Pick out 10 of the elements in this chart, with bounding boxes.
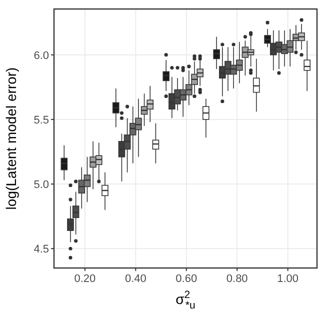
x-tick-label: 0.80 <box>226 273 248 285</box>
x-tick-label: 0.20 <box>74 273 96 285</box>
x-tick-label: 0.40 <box>124 273 146 285</box>
x-tick-label: 1.00 <box>277 273 299 285</box>
y-tick-label: 4.5 <box>34 244 49 256</box>
x-tick-label: 0.60 <box>176 273 198 285</box>
y-tick-label: 5.5 <box>34 114 49 126</box>
y-axis-title: log(Latent model error) <box>3 67 19 210</box>
y-tick-label: 5.0 <box>34 179 49 192</box>
y-tick-label: 6.0 <box>34 50 49 62</box>
